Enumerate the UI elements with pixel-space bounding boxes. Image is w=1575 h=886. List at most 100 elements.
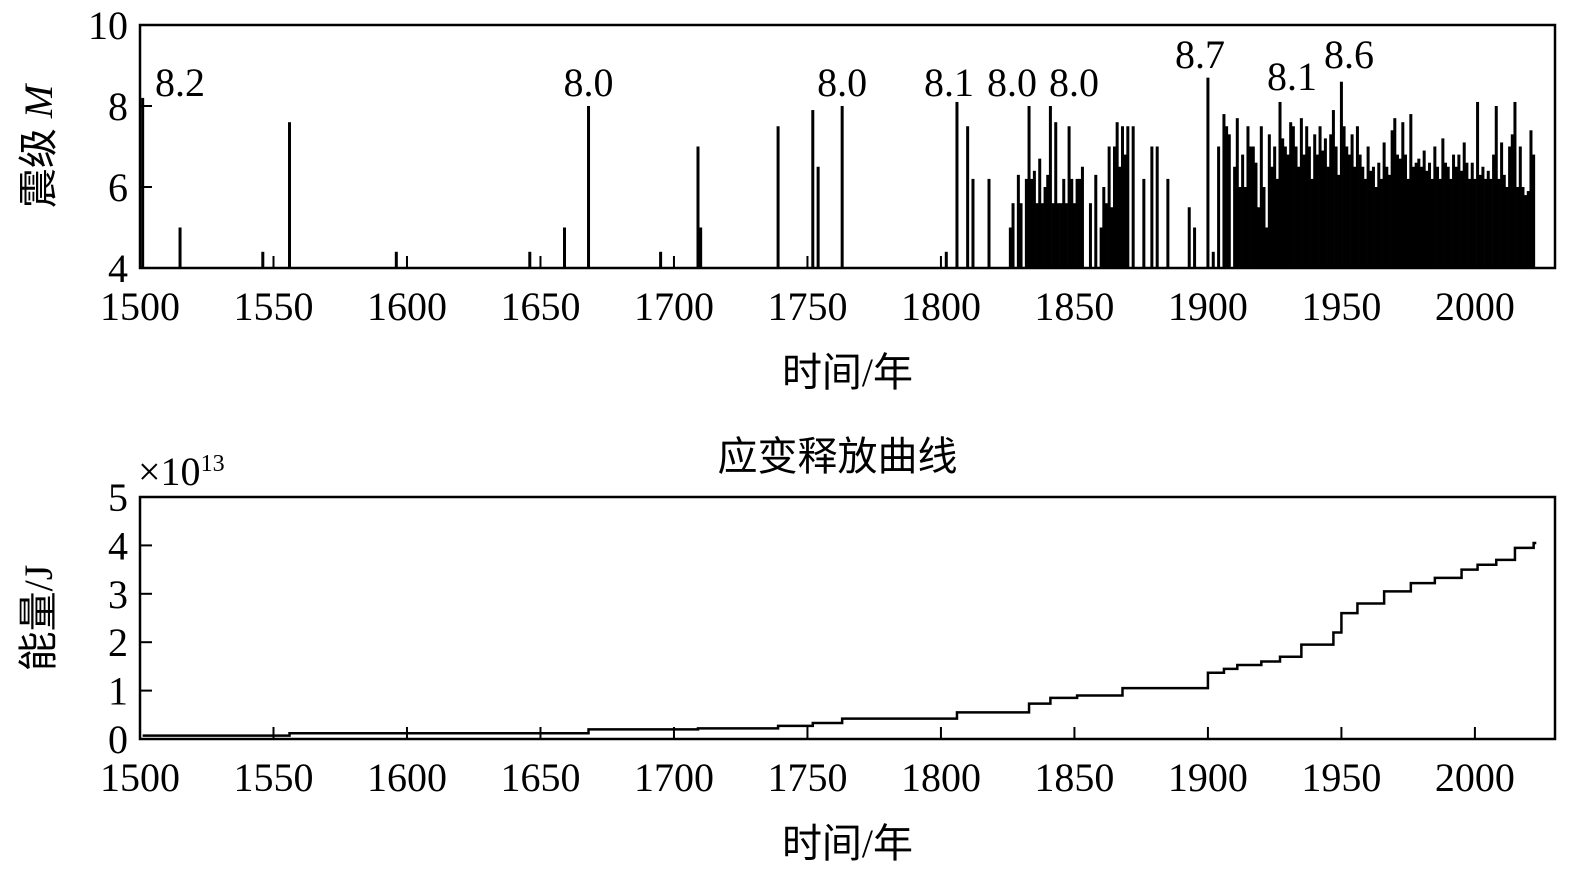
x-tick-label: 1650	[500, 755, 580, 800]
energy-cumulative-line	[142, 541, 1537, 737]
peak-magnitude-label: 8.6	[1324, 32, 1374, 77]
magnitude-bar	[1222, 114, 1226, 268]
magnitude-bar	[1235, 118, 1239, 269]
magnitude-bar	[1342, 126, 1346, 268]
magnitude-bar	[1438, 178, 1442, 268]
magnitude-bar	[840, 106, 844, 268]
x-tick-label: 1550	[233, 755, 313, 800]
x-tick-label: 1600	[367, 755, 447, 800]
x-tick-label: 1950	[1301, 755, 1381, 800]
magnitude-bar	[1428, 162, 1432, 268]
magnitude-bar	[1131, 126, 1135, 268]
peak-magnitude-label: 8.0	[564, 60, 614, 105]
magnitude-bar	[141, 97, 145, 269]
x-tick-label: 2000	[1435, 284, 1515, 329]
magnitude-plot-frame	[138, 23, 1557, 270]
magnitude-bar	[1524, 195, 1528, 268]
magnitude-bar	[1395, 154, 1399, 268]
y-tick-label: 4	[108, 246, 128, 291]
x-tick-label: 1850	[1034, 284, 1114, 329]
magnitude-bar	[1062, 178, 1066, 268]
magnitude-bar	[1275, 178, 1279, 268]
energy-chart-title: 应变释放曲线	[718, 434, 958, 479]
energy-x-ticks: 1500 1550 1600 1650 1700 1750 1800 1850 1900 1950…	[100, 727, 1515, 800]
magnitude-bar	[1508, 146, 1512, 268]
magnitude-bar	[1310, 178, 1314, 268]
energy-plot-frame	[138, 495, 1557, 741]
magnitude-bar	[1030, 178, 1034, 268]
magnitude-bar	[178, 227, 182, 268]
energy-chart: 应变释放曲线 ×1013 1500 1550 1600 1650 1700 1750 180…	[16, 434, 1557, 866]
magnitude-bar	[1078, 178, 1082, 268]
magnitude-bar	[1254, 162, 1258, 268]
peak-magnitude-labels: 8.2 8.0 8.0 8.1 8.0 8.08.7 8.1 8.6	[155, 32, 1374, 105]
magnitude-bar	[1492, 154, 1496, 268]
y-tick-label: 5	[108, 475, 128, 520]
magnitude-bar	[1281, 138, 1285, 268]
magnitude-bar	[1385, 166, 1389, 268]
magnitude-bar	[1363, 178, 1367, 268]
magnitude-bar	[1243, 187, 1247, 268]
magnitude-bar	[1460, 170, 1464, 268]
magnitude-bar	[1305, 126, 1309, 268]
magnitude-bar	[1118, 166, 1122, 268]
x-tick-label: 1950	[1301, 284, 1381, 329]
magnitude-bar	[1462, 142, 1466, 268]
magnitude-bar	[1497, 178, 1501, 268]
magnitude-bar	[1262, 187, 1266, 268]
magnitude-bar	[1526, 191, 1530, 268]
magnitude-bar	[1505, 187, 1509, 268]
magnitude-bar	[1008, 227, 1012, 268]
peak-magnitude-label: 8.7	[1175, 32, 1225, 77]
magnitude-bar	[1516, 187, 1520, 268]
x-tick-label: 1650	[500, 284, 580, 329]
magnitude-bar	[1123, 154, 1127, 268]
magnitude-bar	[1080, 166, 1084, 268]
magnitude-y-ticks: 4 6 8 10	[88, 3, 152, 291]
magnitude-bar	[1032, 170, 1036, 268]
magnitude-bar	[1478, 174, 1482, 268]
magnitude-bar	[1035, 203, 1039, 268]
magnitude-bar	[1278, 101, 1282, 268]
x-tick-label: 1700	[634, 284, 714, 329]
energy-y-axis-title: 能量/J	[16, 565, 61, 672]
magnitude-bar	[1510, 134, 1514, 268]
magnitude-bar	[1444, 162, 1448, 268]
magnitude-bar	[1227, 134, 1231, 268]
peak-magnitude-label: 8.0	[817, 60, 867, 105]
x-tick-label: 1550	[233, 284, 313, 329]
magnitude-bar	[1377, 162, 1381, 268]
magnitude-bar	[1193, 227, 1197, 268]
magnitude-bar	[1259, 126, 1263, 268]
y-tick-label: 2	[108, 620, 128, 665]
magnitude-bar	[1107, 146, 1111, 268]
magnitude-bar	[1267, 134, 1271, 268]
magnitude-bar	[1112, 146, 1116, 268]
magnitude-bar	[1289, 122, 1293, 268]
magnitude-bar	[1529, 130, 1533, 268]
magnitude-bar	[1521, 187, 1525, 268]
x-tick-label: 2000	[1435, 755, 1515, 800]
magnitude-bar	[1313, 134, 1317, 268]
x-tick-label: 1750	[767, 284, 847, 329]
magnitude-bars	[141, 77, 1536, 269]
y-tick-label: 3	[108, 572, 128, 617]
magnitude-bar	[1273, 146, 1277, 268]
magnitude-bar	[1406, 178, 1410, 268]
y-tick-label: 4	[108, 523, 128, 568]
magnitude-bar	[1251, 146, 1255, 268]
magnitude-bar	[587, 106, 591, 268]
magnitude-bar	[1064, 203, 1068, 268]
peak-magnitude-label: 8.1	[924, 60, 974, 105]
magnitude-bar	[1470, 162, 1474, 268]
x-tick-label: 1850	[1034, 755, 1114, 800]
magnitude-bar	[1465, 162, 1469, 268]
magnitude-bar	[1120, 126, 1124, 268]
magnitude-bar	[288, 122, 292, 268]
x-tick-label: 1900	[1168, 284, 1248, 329]
magnitude-bar	[1302, 154, 1306, 268]
magnitude-bar	[1422, 150, 1426, 268]
magnitude-bar	[1297, 166, 1301, 268]
magnitude-bar	[987, 178, 991, 268]
magnitude-bar	[1350, 134, 1354, 268]
